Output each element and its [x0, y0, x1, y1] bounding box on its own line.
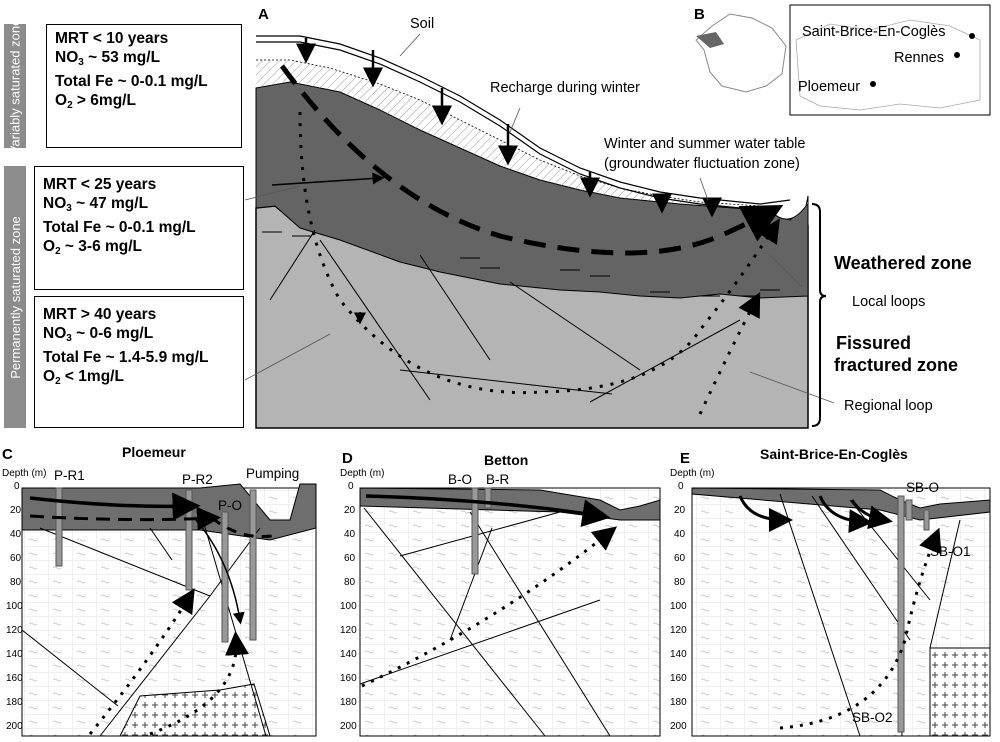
well-b-o: B-O: [448, 472, 473, 487]
well-p-r1: P-R1: [54, 468, 85, 483]
section-c-title: Ploemeur: [122, 444, 186, 460]
recharge-label: Recharge during winter: [490, 80, 640, 96]
panel-d-letter: D: [342, 450, 353, 467]
depth-tick-label: 0: [678, 481, 684, 492]
variably-saturated-bar: Variably saturated zone: [4, 18, 26, 154]
depth-tick-label: 60: [344, 553, 356, 564]
panel-a-block: [244, 33, 835, 429]
depth-tick-label: 40: [344, 529, 356, 540]
soil-label: Soil: [410, 16, 435, 32]
depth-tick-label: 40: [10, 529, 22, 540]
well-sb-o: SB-O: [906, 480, 940, 495]
depth-tick-label: 0: [14, 481, 20, 492]
fissured-label-2: fractured zone: [834, 355, 959, 375]
box-variably: MRT < 10 years NO3 ~ 53 mg/L Total Fe ~ …: [46, 24, 242, 148]
section-d-title: Betton: [484, 452, 529, 468]
depth-tick-label: 120: [340, 625, 357, 636]
o2-text: O2 < 1mg/L: [43, 368, 124, 387]
depth-tick-label: 100: [340, 601, 357, 612]
depth-tick-label: 0: [348, 481, 354, 492]
place-saint-brice: Saint-Brice-En-Coglès: [802, 24, 946, 40]
panel-b-letter: B: [694, 6, 705, 23]
box-permanent-lower: MRT > 40 years NO3 ~ 0-6 mg/L Total Fe ~…: [34, 296, 244, 428]
o2-text: O2 ~ 3-6 mg/L: [43, 238, 143, 257]
panel-b-maps: [695, 4, 991, 116]
depth-tick-label: 80: [674, 577, 686, 588]
depth-tick-label: 80: [10, 577, 22, 588]
permanently-saturated-bar: Permanently saturated zone: [4, 166, 26, 428]
depth-title-e: Depth (m): [670, 468, 715, 479]
no3-text: NO3 ~ 47 mg/L: [43, 195, 149, 214]
permanently-saturated-label: Permanently saturated zone: [7, 215, 23, 379]
depth-tick-label: 180: [670, 697, 687, 708]
depth-tick-label: 200: [6, 721, 23, 732]
depth-title-c: Depth (m): [2, 468, 47, 479]
variably-saturated-label: Variably saturated zone: [7, 18, 23, 154]
water-table-label-1: Winter and summer water table: [604, 136, 806, 152]
no3-text: NO3 ~ 0-6 mg/L: [43, 325, 154, 344]
fe-text: Total Fe ~ 0-0.1 mg/L: [43, 219, 196, 236]
depth-tick-label: 20: [674, 505, 686, 516]
depth-tick-label: 160: [670, 673, 687, 684]
depth-tick-label: 120: [6, 625, 23, 636]
well-b-r: B-R: [486, 472, 510, 487]
depth-tick-label: 40: [674, 529, 686, 540]
depth-tick-label: 160: [340, 673, 357, 684]
depth-tick-label: 140: [6, 649, 23, 660]
section-e-title: Saint-Brice-En-Coglès: [760, 446, 908, 462]
well-p-r2: P-R2: [182, 472, 213, 487]
no3-text: NO3 ~ 53 mg/L: [55, 49, 161, 68]
depth-tick-label: 180: [6, 697, 23, 708]
panel-a-letter: A: [258, 6, 269, 23]
pumping-label: Pumping: [246, 466, 300, 481]
section-d: [359, 487, 661, 737]
depth-tick-label: 140: [670, 649, 687, 660]
depth-tick-label: 160: [6, 673, 23, 684]
depth-tick-label: 120: [670, 625, 687, 636]
mrt-text: MRT < 10 years: [55, 30, 169, 47]
depth-tick-label: 20: [344, 505, 356, 516]
well-sb-o2: SB-O2: [852, 710, 893, 725]
depth-tick-label: 80: [344, 577, 356, 588]
panel-c-letter: C: [2, 446, 13, 463]
section-c: [21, 483, 317, 737]
depth-tick-label: 180: [340, 697, 357, 708]
fe-text: Total Fe ~ 1.4-5.9 mg/L: [43, 349, 209, 366]
depth-tick-label: 20: [10, 505, 22, 516]
mrt-text: MRT > 40 years: [43, 306, 157, 323]
depth-tick-label: 100: [6, 601, 23, 612]
place-ploemeur: Ploemeur: [798, 79, 861, 95]
regional-loop-label: Regional loop: [844, 398, 933, 414]
depth-tick-label: 140: [340, 649, 357, 660]
place-rennes: Rennes: [894, 50, 944, 66]
local-loops-label: Local loops: [852, 294, 926, 310]
o2-text: O2 > 6mg/L: [55, 92, 136, 111]
depth-tick-label: 200: [340, 721, 357, 732]
weathered-zone-label: Weathered zone: [834, 253, 972, 273]
well-sb-o1: SB-O1: [930, 544, 971, 559]
depth-title-d: Depth (m): [340, 468, 385, 479]
depth-tick-label: 100: [670, 601, 687, 612]
section-e: [691, 487, 991, 737]
depth-tick-label: 60: [10, 553, 22, 564]
well-p-o: P-O: [218, 498, 243, 513]
depth-tick-label: 60: [674, 553, 686, 564]
mrt-text: MRT < 25 years: [43, 176, 157, 193]
depth-tick-label: 200: [670, 721, 687, 732]
panel-e-letter: E: [680, 450, 691, 467]
water-table-label-2: (groundwater fluctuation zone): [604, 156, 800, 172]
box-permanent-upper: MRT < 25 years NO3 ~ 47 mg/L Total Fe ~ …: [34, 166, 244, 290]
fe-text: Total Fe ~ 0-0.1 mg/L: [55, 73, 208, 90]
fissured-label-1: Fissured: [836, 333, 912, 353]
